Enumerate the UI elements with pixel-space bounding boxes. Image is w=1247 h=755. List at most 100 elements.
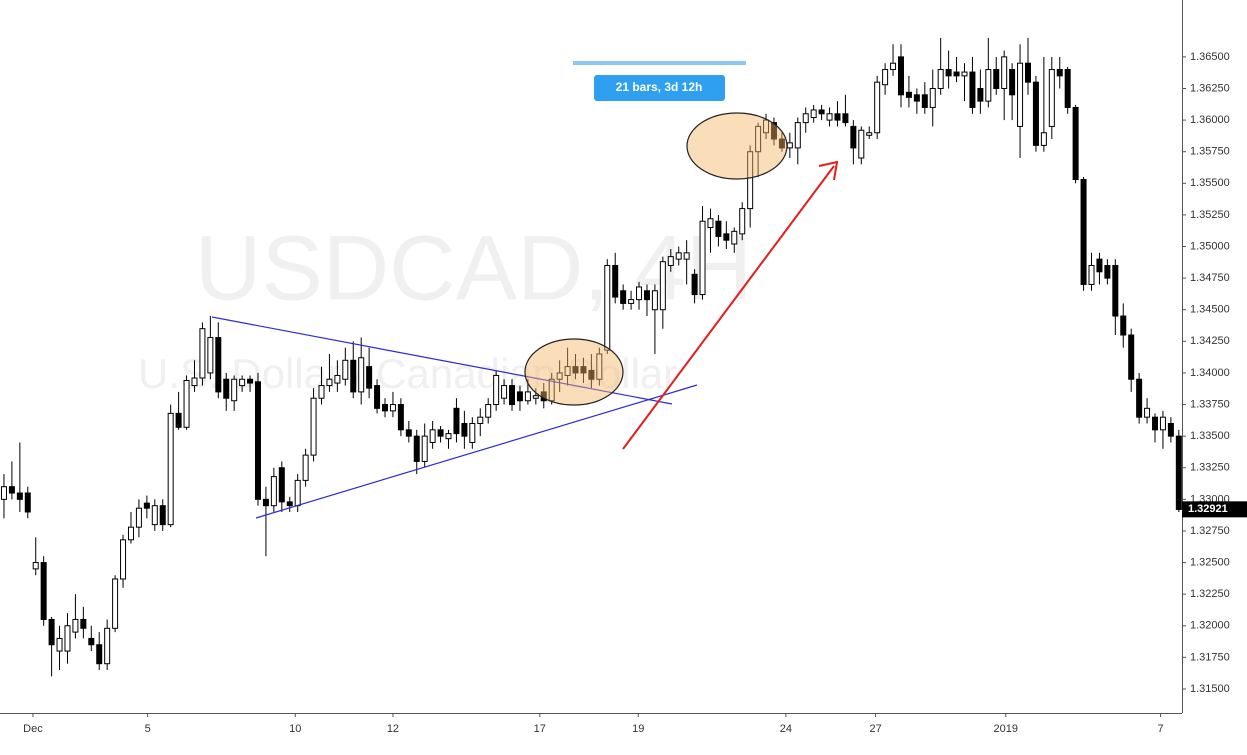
candle-body [636,286,643,301]
candle-body [651,290,658,311]
candle-body [596,353,603,380]
candle-body [358,357,365,393]
candle-body [1017,62,1024,127]
candle-body [977,87,984,102]
candle-body [509,385,516,406]
candle-body [564,366,571,376]
watermark-symbol: USDCAD, 4H [195,217,752,319]
candle-body [1144,407,1151,418]
candle-body [1159,416,1166,431]
candle-body [675,252,682,260]
candle-body [342,359,349,380]
candle-body [929,87,936,108]
y-tick-label: 1.32000 [1190,620,1230,632]
candle-body [1032,81,1039,146]
candle-body [818,109,825,115]
x-tick-label: 24 [780,723,792,735]
candle-body [88,637,95,646]
candle-body [1088,264,1095,285]
candle-body [834,113,841,121]
candle-body [524,391,531,402]
candle-body [786,142,793,149]
candle-body [691,273,698,296]
x-tick-label: 27 [869,723,881,735]
candle-body [32,562,39,570]
candle-body [723,233,730,241]
candle-body [882,69,889,86]
candle-body [516,391,523,402]
candle-body [207,337,214,374]
candle-body [850,125,857,149]
candle-body [699,220,706,296]
candle-body [40,562,47,620]
candle-body [286,501,293,507]
y-tick-label: 1.34500 [1190,304,1230,316]
candle-body [223,378,230,399]
candle-body [397,404,404,431]
y-tick-label: 1.31500 [1190,683,1230,695]
candle-body [0,486,7,500]
candle-body [842,113,849,124]
candle-body [659,261,666,311]
last-price-box [1182,501,1247,518]
candle-body [24,492,31,513]
candle-body [588,369,595,380]
candle-body [778,138,785,149]
candle-body [477,416,484,425]
candle-body [802,113,809,124]
candle-body [231,378,238,402]
candle-body [731,230,738,245]
candle-body [413,435,420,462]
candle-body [826,113,833,121]
x-tick-label: 10 [289,723,301,735]
candle-body [1152,416,1159,431]
candle-body [310,397,317,456]
candle-body [493,374,500,406]
candle-body [167,412,174,526]
candle-body [612,264,619,298]
highlight-ellipse [524,338,624,406]
candle-body [985,69,992,102]
candle-body [643,290,650,301]
candle-body [858,129,865,159]
candle-body [1040,132,1047,146]
candle-body [175,412,182,428]
candle-body [532,395,539,399]
candle-body [318,385,325,399]
x-tick-label: 17 [534,723,546,735]
candle-body [953,71,960,77]
candle-body [628,299,635,304]
candle-body [389,404,396,412]
candle-body [80,618,87,629]
highlight-ellipse [686,112,788,180]
y-tick-label: 1.32250 [1190,588,1230,600]
candle-body [278,467,285,503]
y-tick-label: 1.35500 [1190,177,1230,189]
drawings: 21 bars, 3d 12h [211,61,839,519]
candle-body [445,433,452,440]
candle-body [794,122,801,149]
candle-body [135,507,142,528]
candle-body [572,366,579,374]
candle-body [64,625,71,652]
candle-body [890,62,897,71]
y-tick-label: 1.31750 [1190,651,1230,663]
candle-body [112,578,119,629]
y-tick-label: 1.35000 [1190,240,1230,252]
y-tick-label: 1.36000 [1190,114,1230,126]
trend-line [255,384,698,519]
candle-body [120,539,127,580]
candle-body [866,132,873,136]
candle-body [993,69,1000,89]
candle-body [294,479,301,507]
candle-body [1080,179,1087,285]
candle-body [604,264,611,351]
y-tick-label: 1.32500 [1190,556,1230,568]
candle-body [969,71,976,108]
candle-body [580,366,587,374]
candle-body [421,435,428,462]
candle-body [548,378,555,402]
arrow [622,165,835,450]
candle-body [199,328,206,379]
